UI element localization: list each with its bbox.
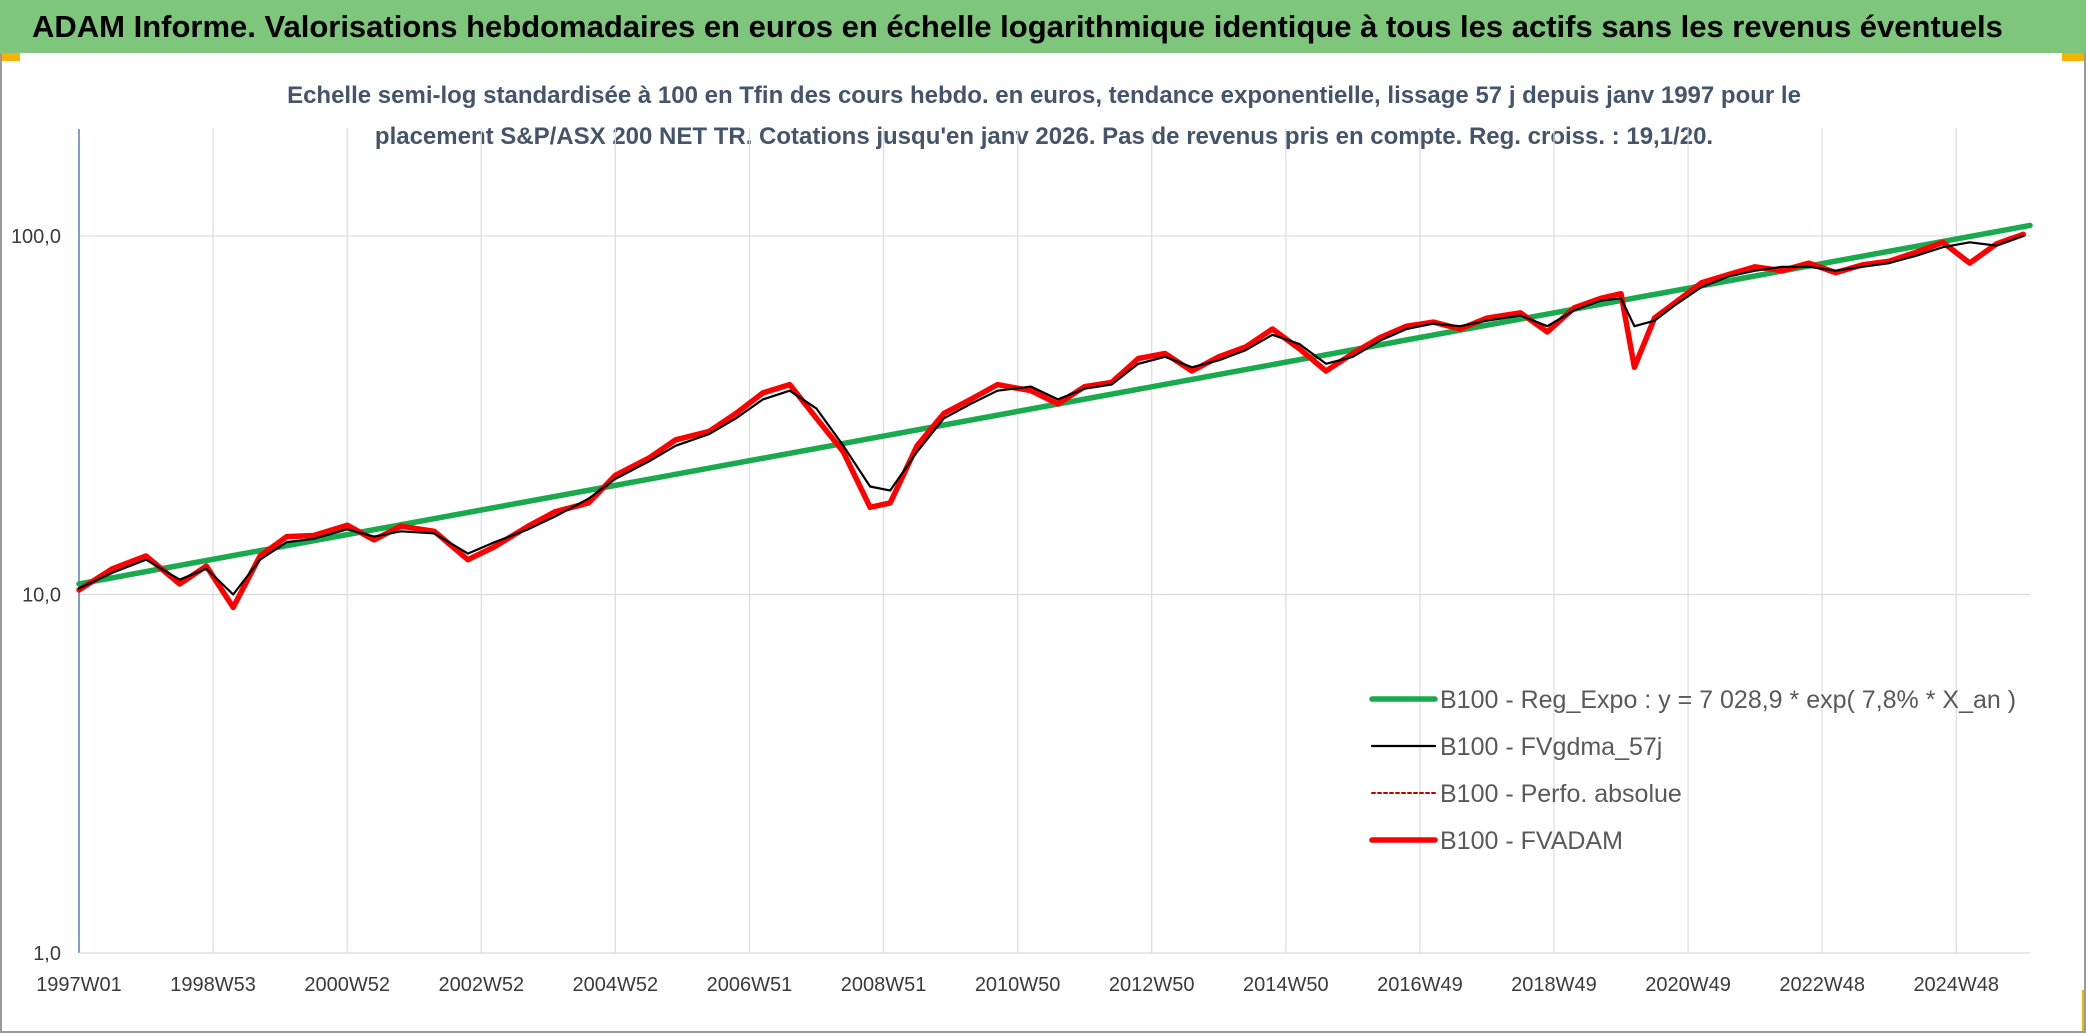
x-tick-label: 2008W51 [841,974,927,996]
chart-frame: Echelle semi-log standardisée à 100 en T… [0,53,2086,1033]
x-tick-label: 2002W52 [438,974,524,996]
x-tick-label: 2016W49 [1377,974,1463,996]
series-line-3 [76,231,2027,611]
corner-marker-right [2062,53,2086,61]
x-tick-label: 2000W52 [304,974,390,996]
legend-label-1: B100 - FVgdma_57j [1440,733,1662,761]
x-tick-label: 2012W50 [1109,974,1195,996]
gridlines [79,128,2030,953]
series-line-1 [77,234,2025,596]
y-tick-label: 1,0 [33,943,61,965]
y-tick-label: 10,0 [22,584,61,606]
x-tick-label: 1998W53 [170,974,256,996]
x-tick-label: 2014W50 [1243,974,1329,996]
report-banner-title: ADAM Informe. Valorisations hebdomadaire… [0,0,2086,53]
legend-label-0: B100 - Reg_Expo : y = 7 028,9 * exp( 7,8… [1440,686,2016,714]
x-tick-label: 2024W48 [1913,974,1999,996]
x-tick-label: 2022W48 [1779,974,1865,996]
legend: B100 - Reg_Expo : y = 7 028,9 * exp( 7,8… [1369,686,2016,855]
series-layer [76,222,2033,611]
series-line-2 [78,233,2025,609]
x-tick-label: 2006W51 [707,974,793,996]
x-tick-label: 2018W49 [1511,974,1597,996]
y-tick-label: 100,0 [11,226,61,248]
legend-label-3: B100 - FVADAM [1440,827,1623,855]
chart: Echelle semi-log standardisée à 100 en T… [11,82,2033,996]
chart-title-line-2: placement S&P/ASX 200 NET TR. Cotations … [375,123,1713,150]
chart-title: Echelle semi-log standardisée à 100 en T… [287,82,1801,150]
x-tick-label: 2004W52 [573,974,659,996]
axes: 1997W01 1998W53 2000W52 2002W52 2004W52 2006W… [11,129,2030,996]
corner-marker-left [0,53,20,61]
x-tick-label: 2020W49 [1645,974,1731,996]
x-tick-label: 1997W01 [36,974,122,996]
chart-title-line-1: Echelle semi-log standardisée à 100 en T… [287,82,1801,109]
legend-label-2: B100 - Perfo. absolue [1440,780,1682,808]
x-tick-label: 2010W50 [975,974,1061,996]
